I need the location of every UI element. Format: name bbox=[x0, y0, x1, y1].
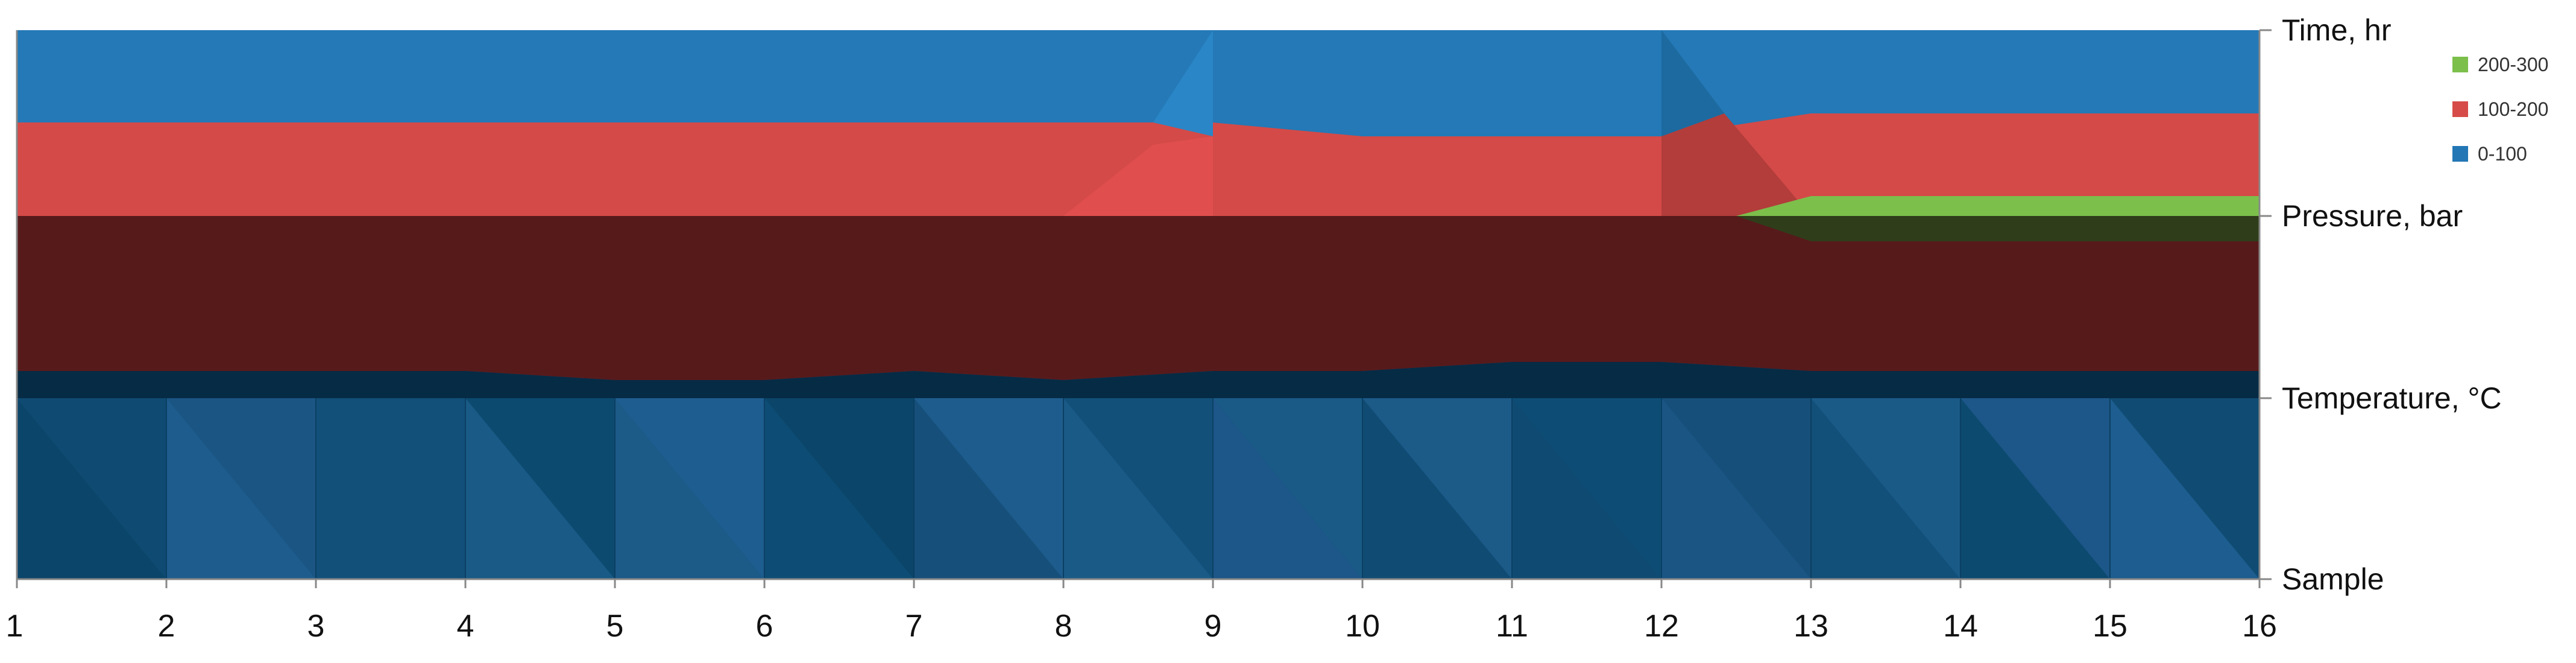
x-tick-label: 6 bbox=[756, 609, 773, 644]
sample-facet bbox=[1811, 398, 1960, 579]
facet-highlight-1 bbox=[1063, 136, 1213, 216]
x-tick-label: 2 bbox=[158, 609, 175, 644]
sample-facets bbox=[16, 398, 2260, 579]
sample-facet bbox=[465, 398, 615, 579]
series-tick-label: Time, hr bbox=[2282, 13, 2392, 47]
sample-facet bbox=[316, 398, 465, 579]
pressure-dark-band-upper bbox=[1811, 241, 2260, 371]
x-tick-label: 3 bbox=[307, 609, 325, 644]
facet-shadow-2 bbox=[1661, 113, 1811, 216]
sample-facet bbox=[615, 398, 764, 579]
x-tick-label: 16 bbox=[2242, 609, 2277, 644]
legend-swatch-0-100 bbox=[2452, 146, 2468, 162]
sample-facet bbox=[1661, 398, 1811, 579]
x-tick-label: 12 bbox=[1644, 609, 1679, 644]
legend-swatch-100-200 bbox=[2452, 101, 2468, 117]
x-tick-label: 9 bbox=[1205, 609, 1222, 644]
series-tick-label: Sample bbox=[2282, 562, 2384, 596]
series-tick-label: Temperature, °C bbox=[2282, 381, 2502, 415]
legend-item-0-100: 0-100 bbox=[2452, 132, 2548, 176]
temperature-band bbox=[17, 362, 2260, 398]
pressure-dark-green-shade bbox=[1736, 216, 2260, 241]
x-tick-label: 11 bbox=[1496, 609, 1528, 644]
x-tick-label: 14 bbox=[1943, 609, 1978, 644]
sample-facet bbox=[914, 398, 1063, 579]
facet-highlight-2 bbox=[1153, 30, 1213, 136]
legend-label-200-300: 200-300 bbox=[2478, 53, 2549, 75]
x-axis-ticks: 1 2 3 4 5 6 7 8 9 10 11 12 13 14 15 16 bbox=[6, 579, 2277, 644]
x-tick-label: 15 bbox=[2093, 609, 2127, 644]
legend-item-100-200: 100-200 bbox=[2452, 87, 2548, 132]
sample-facet bbox=[1362, 398, 1512, 579]
sample-facet bbox=[1213, 398, 1362, 579]
x-tick-label: 5 bbox=[606, 609, 624, 644]
pressure-green-band bbox=[1736, 196, 2260, 216]
sample-facet bbox=[764, 398, 914, 579]
legend: 200-300 100-200 0-100 bbox=[2452, 42, 2548, 176]
x-tick-label: 7 bbox=[905, 609, 923, 644]
x-tick-label: 1 bbox=[6, 609, 24, 644]
sample-facet bbox=[2110, 398, 2260, 579]
x-tick-label: 13 bbox=[1793, 609, 1828, 644]
series-tick-label: Pressure, bar bbox=[2282, 199, 2463, 233]
sample-facet bbox=[166, 398, 316, 579]
legend-label-0-100: 0-100 bbox=[2478, 142, 2527, 165]
legend-label-100-200: 100-200 bbox=[2478, 98, 2549, 120]
sample-facet bbox=[1063, 398, 1213, 579]
sample-facet bbox=[17, 398, 166, 579]
x-tick-label: 10 bbox=[1345, 609, 1380, 644]
legend-item-200-300: 200-300 bbox=[2452, 42, 2548, 87]
legend-swatch-200-300 bbox=[2452, 57, 2468, 72]
facet-shadow-1 bbox=[1661, 30, 1725, 136]
x-tick-label: 8 bbox=[1055, 609, 1072, 644]
series-axis-ticks: Sample Temperature, °C Pressure, bar Time, … bbox=[2260, 13, 2502, 596]
sample-facet bbox=[1512, 398, 1661, 579]
surface-area bbox=[17, 30, 2260, 398]
pressure-dark-band bbox=[17, 216, 2260, 380]
x-tick-label: 4 bbox=[457, 609, 474, 644]
sample-facet bbox=[1960, 398, 2110, 579]
